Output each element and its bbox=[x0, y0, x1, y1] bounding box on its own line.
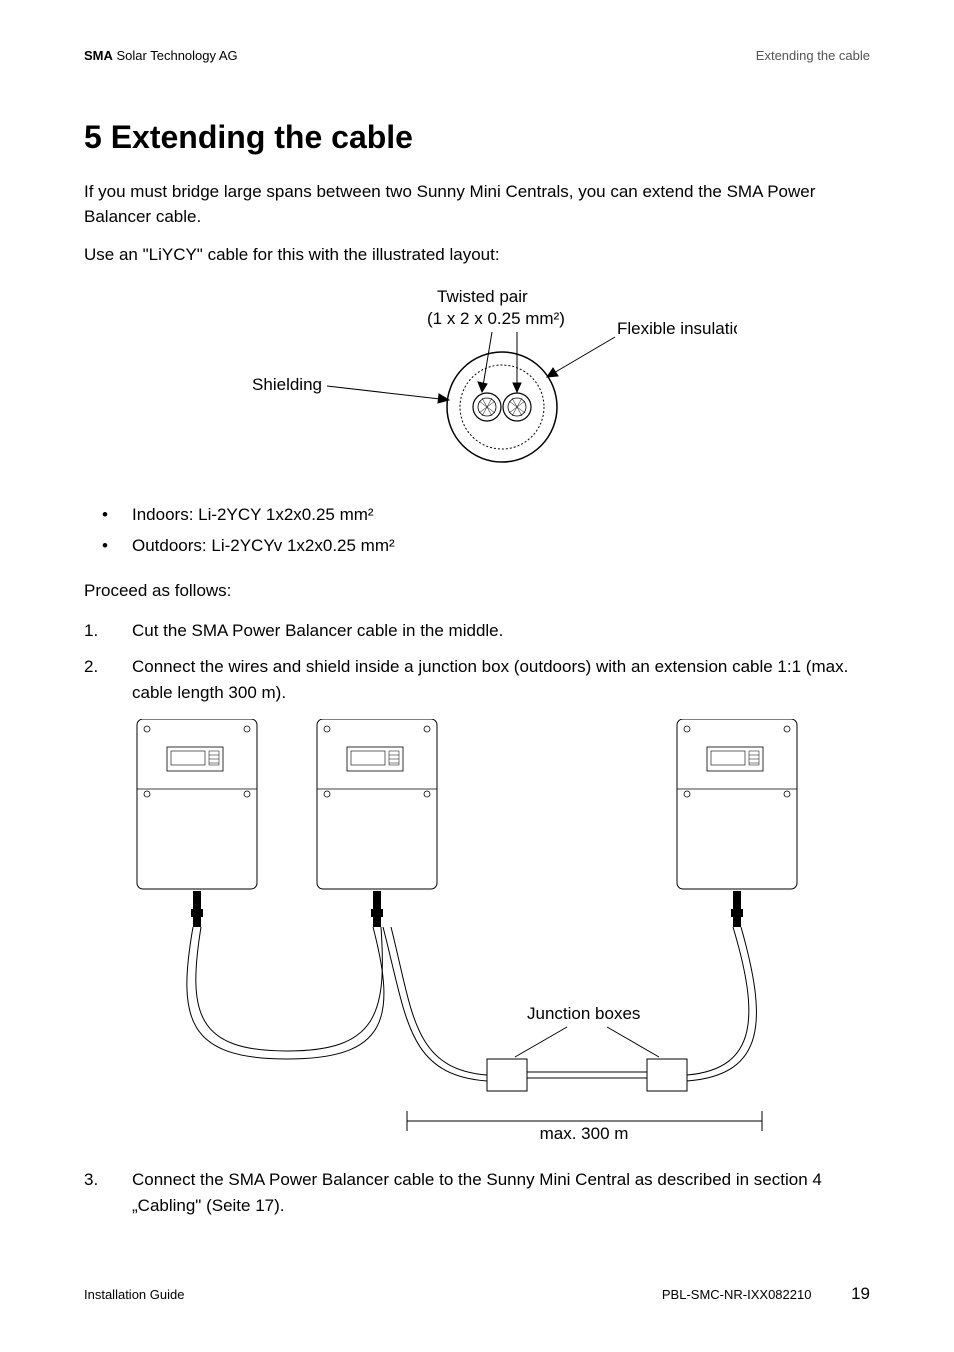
intro-paragraph-1: If you must bridge large spans between t… bbox=[84, 180, 870, 229]
wiring-diagram: Junction boxes max. 300 m bbox=[107, 719, 847, 1149]
step-text: Connect the SMA Power Balancer cable to … bbox=[132, 1170, 822, 1215]
label-twisted-pair: Twisted pair bbox=[437, 287, 528, 306]
list-item: Indoors: Li-2YCY 1x2x0.25 mm² bbox=[132, 500, 870, 531]
junction-box-icon bbox=[487, 1059, 527, 1091]
junction-box-icon bbox=[647, 1059, 687, 1091]
footer-doc-id: PBL-SMC-NR-IXX082210 bbox=[662, 1287, 812, 1302]
cable-cross-section-figure: Twisted pair (1 x 2 x 0.25 mm²) Flexible… bbox=[217, 282, 737, 482]
intro-paragraph-2: Use an "LiYCY" cable for this with the i… bbox=[84, 243, 870, 268]
step-text: Connect the wires and shield inside a ju… bbox=[132, 657, 848, 702]
footer-left: Installation Guide bbox=[84, 1287, 184, 1302]
inverter-unit bbox=[137, 719, 257, 889]
cable-gland-icon bbox=[731, 891, 743, 927]
step-number: 2. bbox=[84, 654, 98, 680]
page-title: 5 Extending the cable bbox=[84, 119, 870, 156]
label-max-length: max. 300 m bbox=[540, 1124, 629, 1143]
page-footer: Installation Guide PBL-SMC-NR-IXX082210 … bbox=[84, 1284, 870, 1304]
header-left: SMA Solar Technology AG bbox=[84, 48, 238, 63]
label-twisted-pair-spec: (1 x 2 x 0.25 mm²) bbox=[427, 309, 565, 328]
header-brand: SMA bbox=[84, 48, 113, 63]
inverter-unit bbox=[317, 719, 437, 889]
steps-list-continued: 3. Connect the SMA Power Balancer cable t… bbox=[84, 1167, 870, 1220]
step-number: 1. bbox=[84, 618, 98, 644]
inverter-unit bbox=[677, 719, 797, 889]
label-shielding: Shielding bbox=[252, 375, 322, 394]
step-number: 3. bbox=[84, 1167, 98, 1193]
step-2: 2. Connect the wires and shield inside a … bbox=[84, 654, 870, 707]
cable-gland-icon bbox=[371, 891, 383, 927]
step-3: 3. Connect the SMA Power Balancer cable t… bbox=[84, 1167, 870, 1220]
header-company: Solar Technology AG bbox=[113, 48, 238, 63]
page: SMA Solar Technology AG Extending the ca… bbox=[0, 0, 954, 1352]
cable-gland-icon bbox=[191, 891, 203, 927]
footer-right: PBL-SMC-NR-IXX082210 19 bbox=[662, 1284, 870, 1304]
footer-page-number: 19 bbox=[851, 1284, 870, 1303]
step-text: Cut the SMA Power Balancer cable in the … bbox=[132, 621, 503, 640]
cable-type-list: Indoors: Li-2YCY 1x2x0.25 mm² Outdoors: … bbox=[84, 500, 870, 561]
label-flexible-insulation: Flexible insulation bbox=[617, 319, 737, 338]
steps-list: 1. Cut the SMA Power Balancer cable in th… bbox=[84, 618, 870, 707]
step-1: 1. Cut the SMA Power Balancer cable in th… bbox=[84, 618, 870, 644]
proceed-text: Proceed as follows: bbox=[84, 579, 870, 604]
page-header: SMA Solar Technology AG Extending the ca… bbox=[84, 48, 870, 63]
label-junction-boxes: Junction boxes bbox=[527, 1004, 640, 1023]
list-item: Outdoors: Li-2YCYv 1x2x0.25 mm² bbox=[132, 531, 870, 562]
header-right: Extending the cable bbox=[756, 48, 870, 63]
step-text-bold-period: . bbox=[281, 683, 286, 702]
